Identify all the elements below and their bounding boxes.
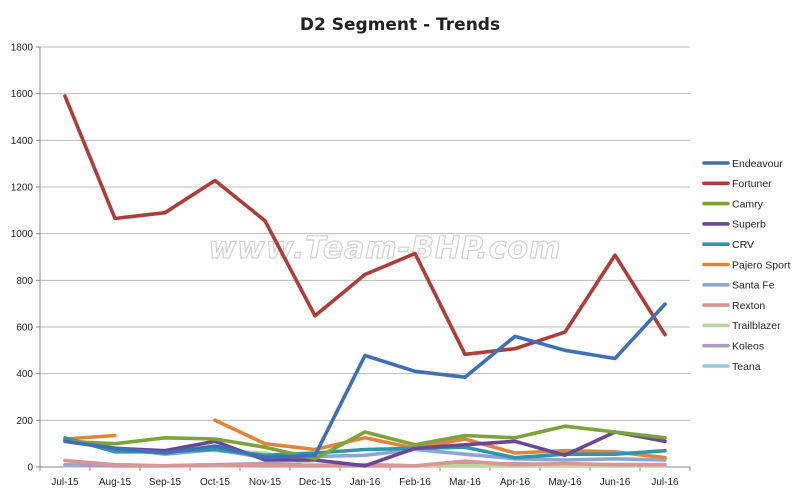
x-tick-label: Oct-15 (200, 477, 230, 488)
x-tick-label: Jun-16 (600, 477, 631, 488)
series-line-segment (213, 418, 667, 460)
series-endeavour (63, 302, 667, 460)
legend-item: Endeavour (702, 158, 783, 170)
y-axis-tick-labels: 0 200 400 600 800 1000 1200 1400 1600 1800 (11, 43, 34, 474)
x-tick-label: Aug-15 (99, 477, 132, 488)
legend-label: Trailblazer (732, 320, 781, 332)
x-tick-label: Apr-16 (500, 477, 530, 488)
x-tick-label: Jul-15 (51, 477, 79, 488)
y-tick-label: 1400 (11, 136, 34, 147)
series-line-segment (63, 430, 667, 468)
legend-label: Pajero Sport (732, 259, 790, 271)
series-lines (63, 94, 667, 468)
watermark-text: www.Team-BHP.com (209, 231, 562, 266)
series-camry (63, 424, 667, 461)
y-tick-label: 0 (27, 463, 33, 474)
legend-item: Rexton (702, 300, 765, 312)
y-tick-label: 600 (16, 323, 33, 334)
legend-item: Camry (702, 198, 764, 210)
legend-label: Koleos (732, 341, 764, 353)
legend-label: Camry (732, 198, 764, 210)
series-line-segment (63, 94, 667, 357)
legend-label: Endeavour (732, 158, 783, 170)
series-line-segment (63, 424, 667, 461)
legend-item: Pajero Sport (702, 259, 790, 271)
x-tick-label: Nov-15 (249, 477, 282, 488)
y-tick-label: 400 (16, 369, 33, 380)
legend-item: Santa Fe (702, 280, 775, 292)
legend: Endeavour Fortuner Camry Superb CRV Pajero Sp… (702, 158, 790, 373)
x-tick-label: Mar-16 (449, 477, 481, 488)
y-tick-label: 200 (16, 416, 33, 427)
legend-label: Rexton (732, 300, 765, 312)
x-tick-label: Jul-16 (651, 477, 679, 488)
chart-title: D2 Segment - Trends (300, 15, 500, 35)
legend-item: Trailblazer (702, 320, 781, 332)
series-fortuner (63, 94, 667, 357)
legend-item: Teana (702, 361, 761, 373)
x-axis-tick-labels: Jul-15 Aug-15 Sep-15 Oct-15 Nov-15 Dec-15 Jan-… (51, 477, 679, 488)
legend-label: Santa Fe (732, 280, 775, 292)
y-tick-label: 1200 (11, 183, 34, 194)
y-tick-label: 1600 (11, 89, 34, 100)
y-tick-label: 1000 (11, 229, 34, 240)
legend-label: Superb (732, 219, 766, 231)
legend-item: Koleos (702, 341, 764, 353)
x-tick-label: May-16 (548, 477, 582, 488)
x-tick-label: Jan-16 (350, 477, 381, 488)
legend-item: Superb (702, 219, 766, 231)
legend-label: Fortuner (732, 178, 772, 190)
x-tick-label: Feb-16 (399, 477, 431, 488)
x-tick-label: Sep-15 (149, 477, 182, 488)
legend-item: CRV (702, 239, 754, 251)
y-tick-label: 1800 (11, 43, 34, 54)
y-tick-label: 800 (16, 276, 33, 287)
x-tick-label: Dec-15 (299, 477, 332, 488)
series-line-segment (63, 302, 667, 460)
legend-item: Fortuner (702, 178, 772, 190)
series-superb (63, 430, 667, 468)
legend-label: Teana (732, 361, 761, 373)
legend-label: CRV (732, 239, 754, 251)
gridlines (40, 46, 690, 468)
